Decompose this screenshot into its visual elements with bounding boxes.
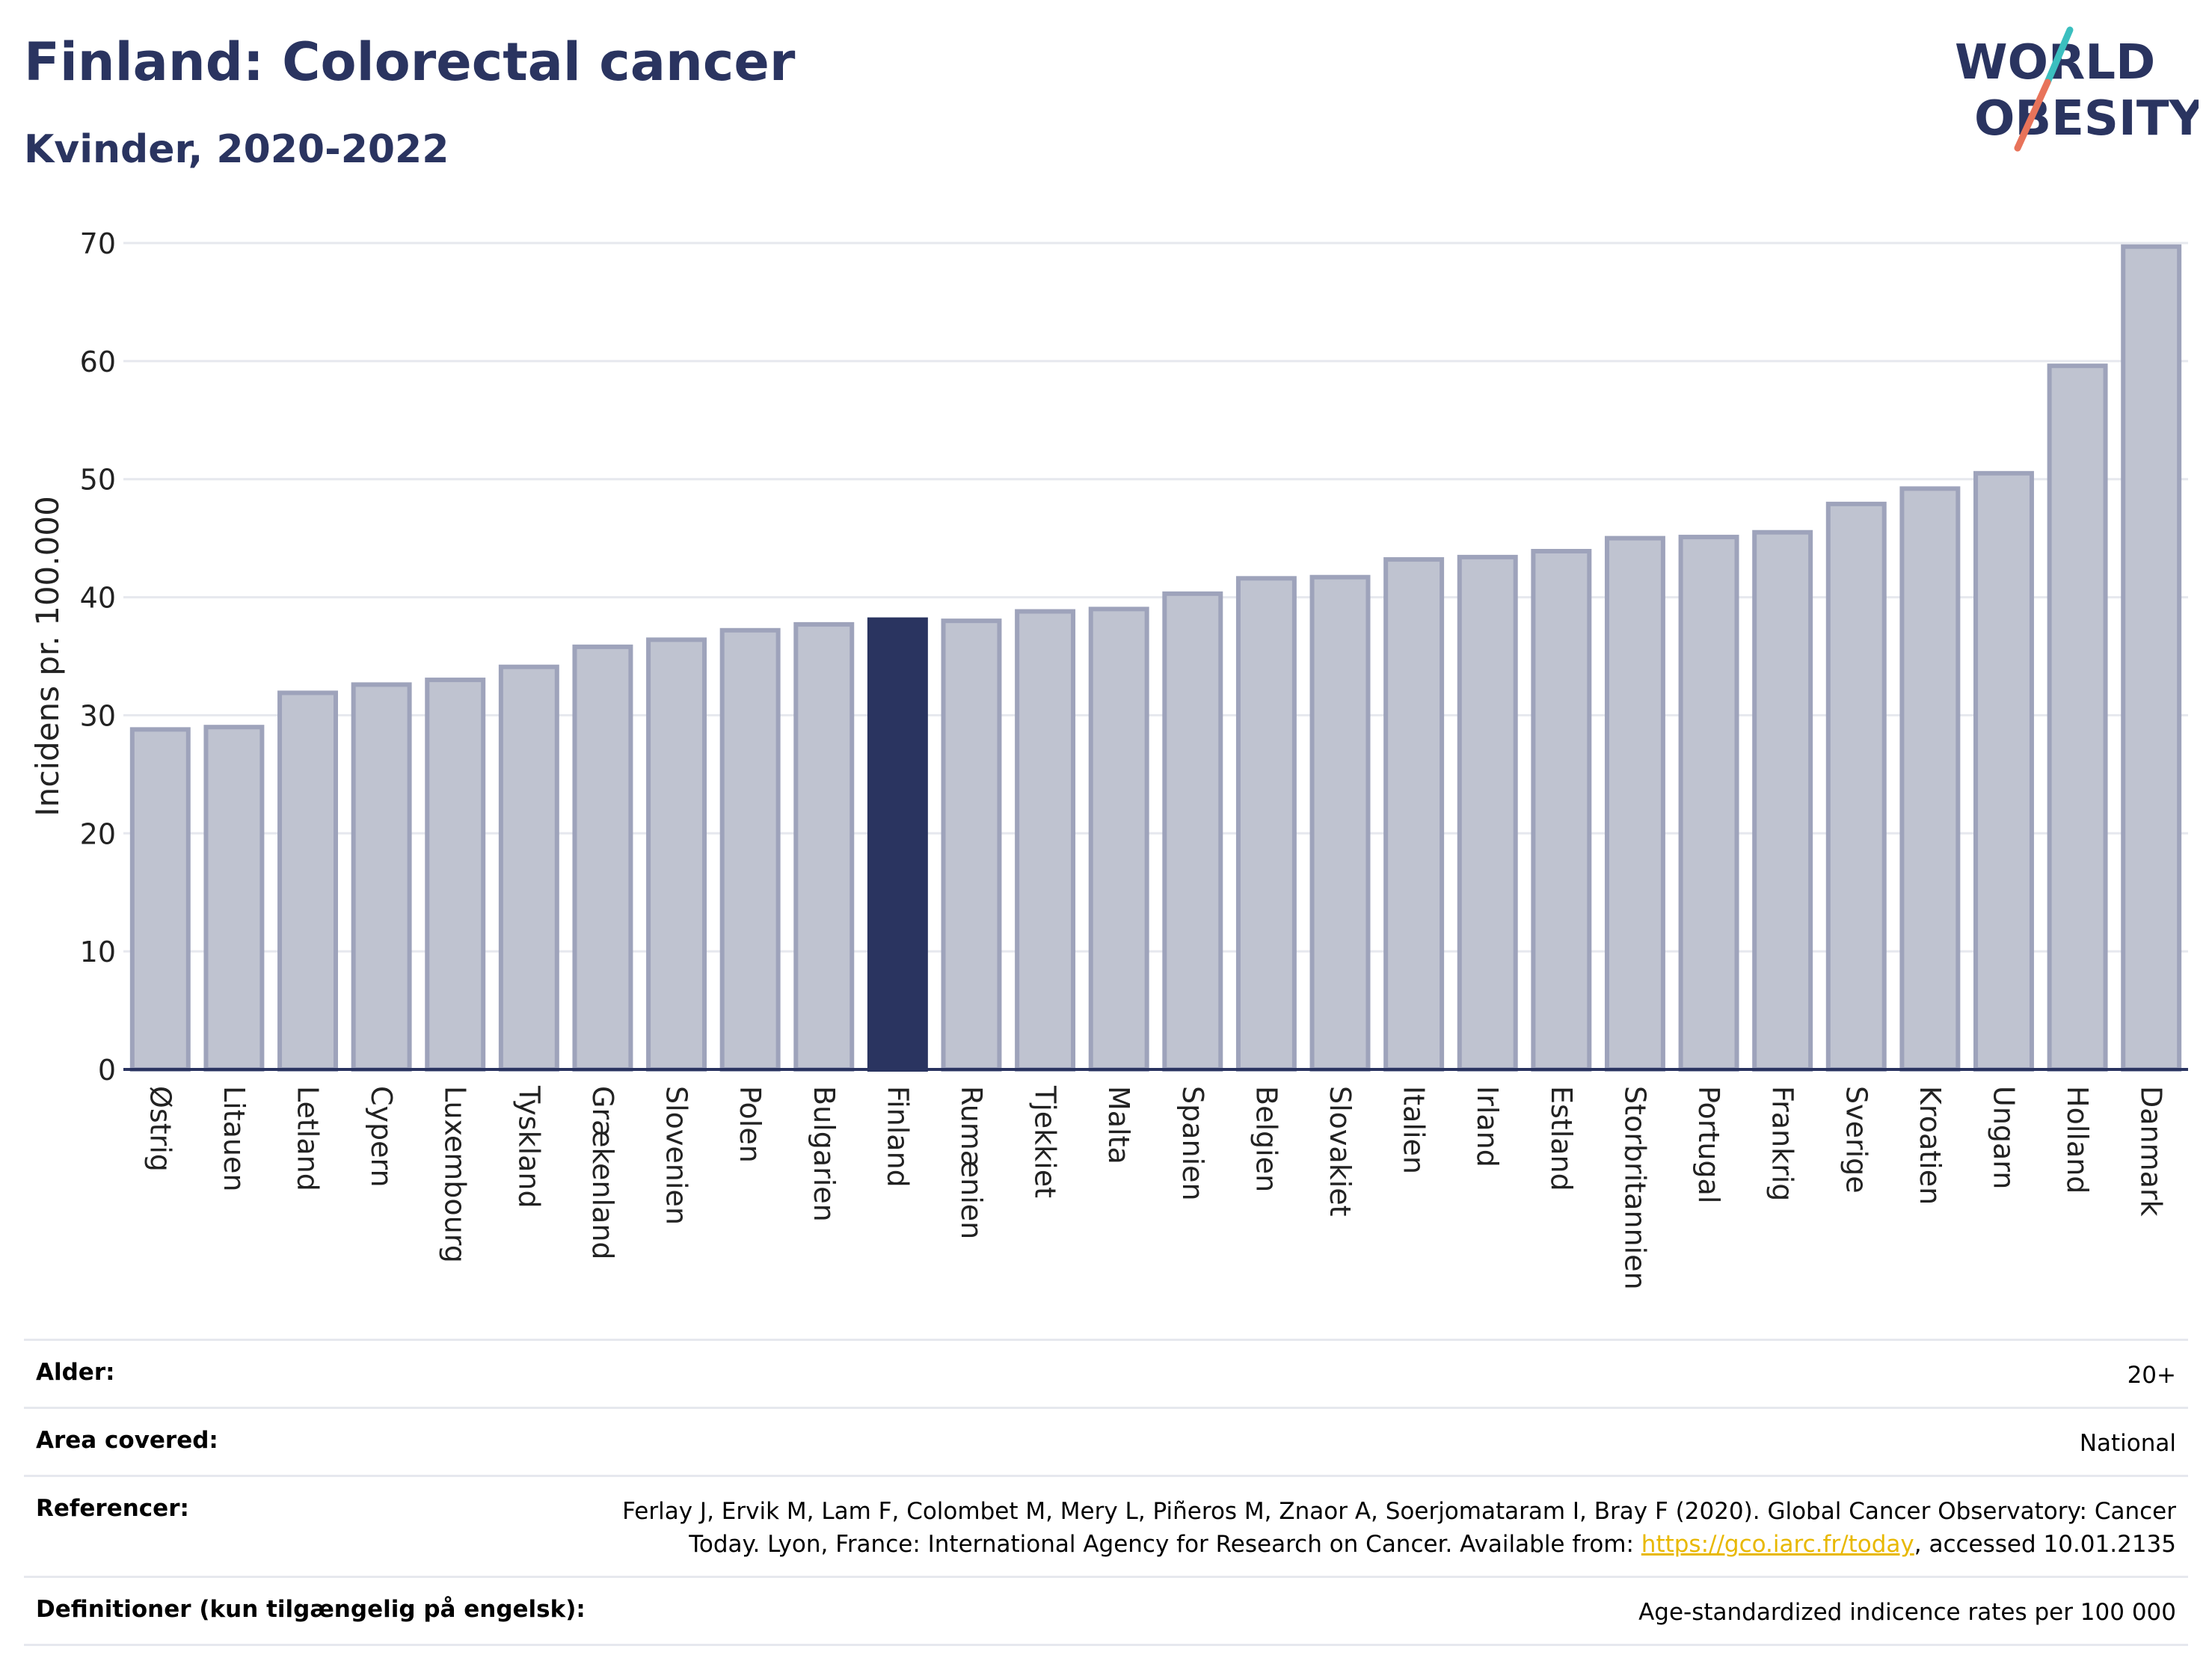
y-tick-label: 40 xyxy=(80,582,116,615)
x-tick-label: Slovenien xyxy=(660,1086,693,1225)
meta-value: Ferlay J, Ervik M, Lam F, Colombet M, Me… xyxy=(606,1495,2176,1561)
page-title: Finland: Colorectal cancer xyxy=(24,31,796,93)
bar-holland xyxy=(2047,363,2108,1072)
x-tick-label: Slovakiet xyxy=(1324,1086,1357,1217)
x-tick-label: Finland xyxy=(881,1086,914,1188)
y-tick-label: 0 xyxy=(98,1054,116,1087)
x-tick-label: Spanien xyxy=(1176,1086,1209,1201)
y-tick-label: 20 xyxy=(80,817,116,850)
x-tick-label: Kroatien xyxy=(1914,1086,1947,1205)
x-tick-label: Storbritannien xyxy=(1618,1086,1651,1290)
reference-text-end: , accessed 10.01.2135 xyxy=(1914,1531,2176,1558)
bar-østrig xyxy=(129,727,191,1072)
bar-ungarn xyxy=(1973,470,2034,1072)
reference-link[interactable]: https://gco.iarc.fr/today xyxy=(1641,1531,1914,1558)
bar-luxembourg xyxy=(425,678,486,1072)
y-tick-label: 50 xyxy=(80,464,116,497)
logo-line2: OBESITY xyxy=(1974,91,2199,147)
x-tick-label: Holland xyxy=(2061,1086,2094,1194)
y-tick-label: 70 xyxy=(80,227,116,260)
meta-label: Referencer: xyxy=(36,1495,189,1522)
bar-tjekkiet xyxy=(1015,609,1076,1072)
meta-row-area: Area covered: National xyxy=(24,1407,2188,1475)
x-tick-label: Østrig xyxy=(144,1086,176,1172)
bar-grækenland xyxy=(572,644,633,1072)
bar-finland xyxy=(867,617,928,1072)
meta-label: Definitioner (kun tilgængelig på engelsk… xyxy=(36,1596,586,1623)
x-tick-label: Frankrig xyxy=(1766,1086,1799,1201)
meta-value: Age-standardized indicence rates per 100… xyxy=(1638,1599,2176,1626)
y-tick-label: 10 xyxy=(80,936,116,968)
bar-cypern xyxy=(351,682,412,1072)
meta-value: National xyxy=(2079,1430,2176,1457)
bar-polen xyxy=(719,627,781,1072)
x-tick-label: Estland xyxy=(1545,1086,1578,1191)
bar-portugal xyxy=(1678,535,1739,1072)
bar-letland xyxy=(277,690,338,1072)
bar-kroatien xyxy=(1899,486,1961,1072)
x-tick-label: Danmark xyxy=(2135,1086,2168,1217)
bar-rumænien xyxy=(941,618,1002,1072)
y-tick-label: 30 xyxy=(80,699,116,732)
x-tick-label: Polen xyxy=(734,1086,766,1163)
bar-storbritannien xyxy=(1604,535,1665,1072)
x-tick-label: Irland xyxy=(1471,1086,1504,1167)
x-tick-label: Ungarn xyxy=(1987,1086,2020,1189)
x-tick-label: Bulgarien xyxy=(808,1086,841,1222)
metadata-table: Alder: 20+ Area covered: National Refere… xyxy=(24,1339,2188,1646)
x-tick-label: Italien xyxy=(1398,1086,1431,1174)
x-tick-label: Tjekkiet xyxy=(1029,1085,1062,1198)
x-tick-label: Tyskland xyxy=(512,1085,545,1209)
meta-label: Alder: xyxy=(36,1359,115,1386)
reference-text: Ferlay J, Ervik M, Lam F, Colombet M, Me… xyxy=(622,1498,2176,1558)
x-tick-label: Litauen xyxy=(218,1086,251,1191)
bar-tyskland xyxy=(498,664,559,1072)
bar-chart: 0 10 20 30 40 50 60 70 Incidens pr. 100.000 Østri… xyxy=(29,227,2188,1290)
bar-litauen xyxy=(203,725,265,1072)
y-axis-label: Incidens pr. 100.000 xyxy=(29,496,66,817)
x-tick-label: Grækenland xyxy=(586,1086,619,1260)
meta-row-references: Referencer: Ferlay J, Ervik M, Lam F, Co… xyxy=(24,1475,2188,1576)
bar-danmark xyxy=(2121,244,2182,1072)
x-tick-label: Rumænien xyxy=(955,1086,988,1239)
logo-slash-teal xyxy=(2044,26,2074,86)
logo-slash-coral xyxy=(2014,79,2051,152)
meta-label: Area covered: xyxy=(36,1427,218,1454)
x-tick-label: Belgien xyxy=(1250,1086,1282,1192)
x-tick-label: Letland xyxy=(292,1086,325,1191)
bar-irland xyxy=(1457,554,1518,1072)
bar-bulgarien xyxy=(793,621,855,1072)
bar-slovakiet xyxy=(1309,574,1371,1072)
bar-frankrig xyxy=(1752,529,1813,1072)
x-tick-label: Malta xyxy=(1102,1086,1135,1164)
bar-sverige xyxy=(1825,501,1887,1072)
bar-slovenien xyxy=(646,637,707,1072)
meta-row-age: Alder: 20+ xyxy=(24,1339,2188,1407)
page-subtitle: Kvinder, 2020-2022 xyxy=(24,127,449,172)
x-tick-label: Luxembourg xyxy=(439,1086,472,1263)
bar-spanien xyxy=(1162,591,1223,1072)
x-tick-label: Sverige xyxy=(1840,1086,1872,1194)
meta-row-definitions: Definitioner (kun tilgængelig på engelsk… xyxy=(24,1576,2188,1646)
x-tick-label: Cypern xyxy=(365,1086,398,1188)
meta-value: 20+ xyxy=(2127,1362,2176,1389)
bar-estland xyxy=(1531,549,1592,1072)
bar-malta xyxy=(1088,607,1149,1072)
x-tick-label: Portugal xyxy=(1692,1086,1725,1203)
bar-belgien xyxy=(1235,576,1297,1072)
y-tick-label: 60 xyxy=(80,346,116,378)
bar-italien xyxy=(1383,557,1445,1072)
world-obesity-logo: WORLD OBESITY xyxy=(1955,26,2199,152)
